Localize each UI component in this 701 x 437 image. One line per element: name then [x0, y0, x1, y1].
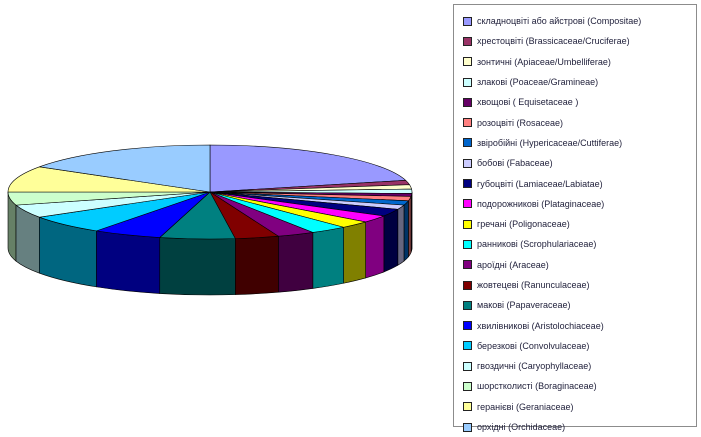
legend-label: зонтичні (Apiaceae/Umbelliferae) [477, 57, 611, 67]
pie-slice-side-9 [366, 216, 384, 278]
legend-item: хвощові ( Equisetaceae ) [463, 92, 696, 112]
legend-label: подорожникові (Plataginaceae) [477, 199, 604, 209]
legend-swatch [463, 118, 472, 127]
legend-item: ранникові (Scrophulariaceae) [463, 234, 696, 254]
legend-item: березкові (Convolvulaceae) [463, 336, 696, 356]
legend-swatch [463, 402, 472, 411]
legend-label: злакові (Poaceae/Gramineae) [477, 77, 598, 87]
legend-label: макові (Papaveraceae) [477, 300, 571, 310]
pie-slice-side-7 [398, 205, 404, 265]
legend-label: губоцвіті (Lamiaceae/Labiatae) [477, 179, 603, 189]
legend-label: хрестоцвіті (Brassicaceae/Cruciferae) [477, 36, 630, 46]
legend-item: гречані (Poligonaceae) [463, 214, 696, 234]
legend-label: ранникові (Scrophulariaceae) [477, 239, 596, 249]
legend-item: складноцвіті або айстрові (Compositae) [463, 11, 696, 31]
legend-item: ароїдні (Araceae) [463, 255, 696, 275]
pie-slice-side-8 [384, 209, 398, 272]
legend-label: розоцвіті (Rosaceae) [477, 118, 563, 128]
legend-label: хвощові ( Equisetaceae ) [477, 97, 578, 107]
pie-slice-side-6 [404, 201, 408, 261]
legend-item: звіробійні (Hypericaceae/Cuttiferae) [463, 133, 696, 153]
legend-swatch [463, 179, 472, 188]
legend-item: злакові (Poaceae/Gramineae) [463, 72, 696, 92]
legend-item: жовтецеві (Ranunculaceae) [463, 275, 696, 295]
legend-label: ароїдні (Araceae) [477, 260, 549, 270]
pie-slice-side-10 [344, 222, 366, 283]
legend-swatch [463, 78, 472, 87]
legend-item: хвилівникові (Aristolochiaceae) [463, 315, 696, 335]
pie-slice-side-12 [278, 232, 312, 292]
legend-item: бобові (Fabaceae) [463, 153, 696, 173]
legend-swatch [463, 17, 472, 26]
legend-swatch [463, 301, 472, 310]
legend-item: подорожникові (Plataginaceae) [463, 194, 696, 214]
legend-item: гвоздичні (Caryophyllaceae) [463, 356, 696, 376]
legend-swatch [463, 57, 472, 66]
legend-item: розоцвіті (Rosaceae) [463, 112, 696, 132]
legend-swatch [463, 159, 472, 168]
legend-swatch [463, 220, 472, 229]
legend-swatch [463, 382, 472, 391]
legend-label: шорстколисті (Boraginaceae) [477, 381, 597, 391]
legend-swatch [463, 260, 472, 269]
legend-swatch [463, 321, 472, 330]
pie-slice-side-14 [160, 238, 236, 295]
legend-label: складноцвіті або айстрові (Compositae) [477, 16, 641, 26]
legend-label: жовтецеві (Ranunculaceae) [477, 280, 590, 290]
legend-swatch [463, 341, 472, 350]
legend-label: гвоздичні (Caryophyllaceae) [477, 361, 591, 371]
legend-label: звіробійні (Hypericaceae/Cuttiferae) [477, 138, 622, 148]
legend-item: орхідні (Orchidaceae) [463, 417, 696, 437]
pie-slice-side-13 [235, 236, 278, 294]
legend-swatch [463, 138, 472, 147]
pie-tops [8, 145, 412, 239]
legend-label: орхідні (Orchidaceae) [477, 422, 565, 432]
legend-item: геранієві (Geraniaceae) [463, 397, 696, 417]
legend-swatch [463, 37, 472, 46]
legend-item: шорстколисті (Boraginaceae) [463, 376, 696, 396]
legend-label: хвилівникові (Aristolochiaceae) [477, 321, 604, 331]
legend-label: березкові (Convolvulaceae) [477, 341, 589, 351]
legend-label: геранієві (Geraniaceae) [477, 402, 573, 412]
legend-swatch [463, 240, 472, 249]
legend-item: макові (Papaveraceae) [463, 295, 696, 315]
pie-slice-side-15 [96, 231, 159, 294]
legend-label: гречані (Poligonaceae) [477, 219, 570, 229]
legend-swatch [463, 98, 472, 107]
legend-swatch [463, 362, 472, 371]
legend-swatch [463, 199, 472, 208]
legend-item: зонтичні (Apiaceae/Umbelliferae) [463, 52, 696, 72]
legend-label: бобові (Fabaceae) [477, 158, 553, 168]
legend-swatch [463, 423, 472, 432]
pie-slice-side-11 [313, 227, 344, 288]
legend-swatch [463, 281, 472, 290]
chart-legend: складноцвіті або айстрові (Compositae) хр… [453, 4, 697, 427]
legend-item: губоцвіті (Lamiaceae/Labiatae) [463, 173, 696, 193]
pie-slice-side-5 [408, 196, 411, 256]
legend-item: хрестоцвіті (Brassicaceae/Cruciferae) [463, 31, 696, 51]
